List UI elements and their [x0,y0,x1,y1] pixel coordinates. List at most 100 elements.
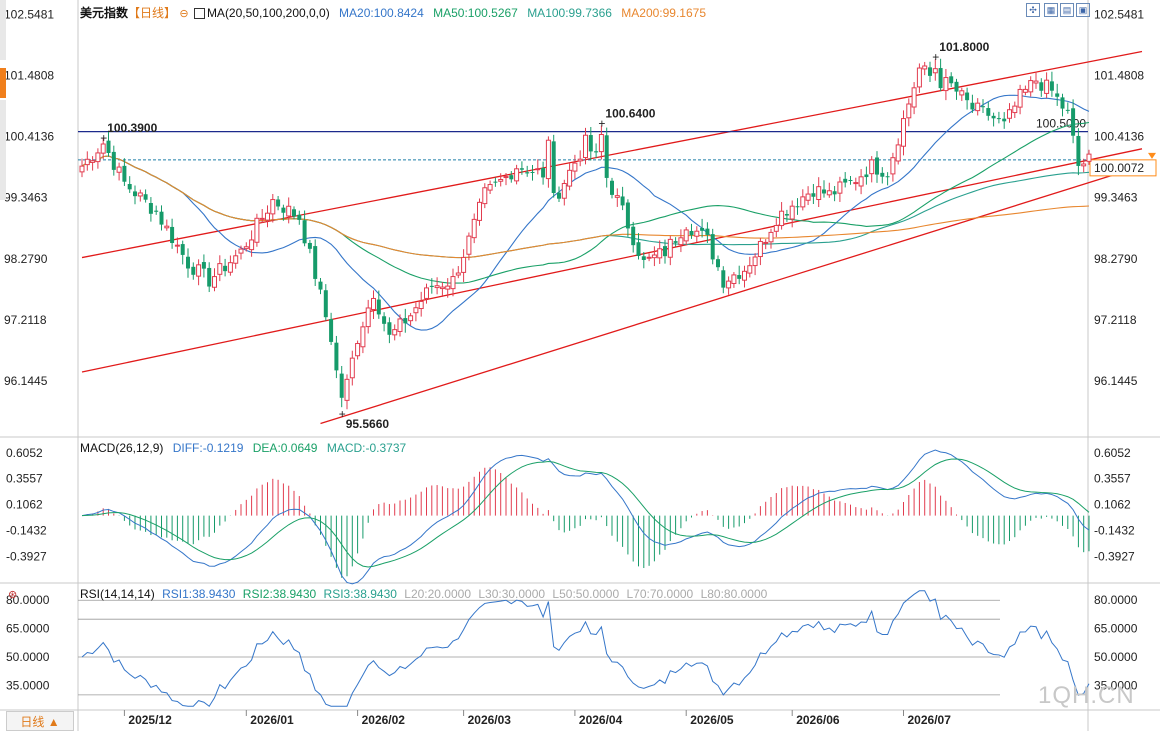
left-tab-active[interactable] [0,68,6,98]
candle-body-down [1060,97,1065,109]
candle-body-down [143,194,148,200]
candle-body-down [133,191,137,197]
candle-body-down [832,191,837,195]
macd-value: MACD:-0.3737 [326,441,407,455]
time-tick-label: 2026/03 [468,713,512,727]
candle-body-up [418,300,424,310]
candle-body-down [551,141,556,194]
price-tick-label-left: 100.4136 [4,130,54,144]
candle-body-up [439,286,445,290]
rsi-label[interactable]: RSI(14,14,14) [80,587,155,601]
candle-body-up [646,256,652,259]
candle-body-up [1012,105,1018,114]
price-tick-label-right: 99.3463 [1094,191,1138,205]
instrument-title: 美元指数 [80,6,129,20]
candle-body-down [843,178,848,183]
left-tab-strip[interactable] [0,0,6,60]
candle-body-up [816,186,822,201]
settings-icon[interactable]: ⊖ [179,8,189,20]
macd-tick-label-right: 0.3557 [1094,472,1131,486]
candle-body-down [122,165,127,182]
candle-body-down [705,228,710,235]
candle-body-up [726,280,732,289]
period-selector-button[interactable]: 日线 ▲ [6,711,74,731]
candle-body-up [498,178,504,182]
candle-body-up [667,238,673,258]
candle-body-down [339,373,344,398]
candle-body-down [1071,108,1076,136]
macd-tick-label-right: -0.1432 [1094,523,1135,537]
macd-tick-label-right: -0.3927 [1094,549,1135,563]
macd-label[interactable]: MACD(26,12,9) [80,441,164,455]
candle-body-down [387,322,392,335]
rsi-l20: L20:20.0000 [404,587,471,601]
candle-body-down [965,92,970,101]
crosshair-icon[interactable]: ✣ [1026,3,1040,17]
candle-body-down [154,210,159,212]
candle-body-down [541,167,546,178]
rsi-l30: L30:30.0000 [478,587,546,601]
candle-body-up [1028,80,1034,93]
candle-body-down [663,246,667,257]
candle-body-up [477,201,482,221]
rsi-l80: L80:80.0000 [700,587,768,601]
candle-body-up [906,103,912,119]
time-tick-label: 2026/02 [362,713,406,727]
candle-body-up [265,212,270,221]
candle-body-down [1055,93,1060,97]
candle-body-up [455,272,461,276]
candle-body-up [837,181,843,194]
candle-body-down [191,266,196,275]
candle-body-down [376,299,381,315]
indicator-icon[interactable] [193,8,205,20]
candle-body-up [1007,109,1012,119]
candle-body-up [694,230,700,237]
macd-tick-label-left: -0.1432 [6,523,47,537]
rsi-tick-label-right: 35.0000 [1094,678,1138,692]
period-tag[interactable]: 【日线】 [128,6,177,20]
channel-line-1 [81,148,1143,373]
candle-body-up [1086,153,1092,162]
candle-body-down [207,267,212,287]
macd-diff-line [81,449,1090,585]
candle-body-down [721,270,726,288]
candle-body-down [276,199,281,207]
left-tab-strip-lower[interactable] [0,100,6,200]
candle-body-down [737,275,742,279]
candle-body-up [355,343,361,357]
candle-body-up [869,159,875,175]
candle-body-up [116,166,122,173]
candle-body-up [227,262,233,273]
candle-body-down [996,118,1001,120]
candle-body-up [651,254,657,259]
rsi-settings-icon[interactable]: ⊛ [8,589,18,601]
candle-body-down [329,319,334,342]
candle-body-up [853,182,859,185]
macd-tick-label-right: 0.1062 [1094,498,1131,512]
candle-body-up [445,285,451,290]
candle-body-up [975,102,981,112]
candle-body-down [281,207,286,213]
watermark: 1QH.CN [1038,682,1135,709]
candle-body-down [631,226,636,246]
candle-body-up [137,192,143,197]
maximize-icon[interactable]: ▣ [1076,3,1090,17]
current-price-marker [1148,152,1156,159]
extreme-price-label: 100.3900 [107,121,157,135]
candle-body-down [223,265,228,272]
price-tick-label-left: 102.5481 [4,7,54,21]
ma-indicator-label[interactable]: MA(20,50,100,200,0,0) [206,6,330,20]
grid-icon[interactable]: ▦ [1044,3,1058,17]
candle-body-up [461,256,467,273]
channel-line-0 [81,50,1143,259]
candle-body-down [811,193,816,197]
candle-body-down [1002,118,1007,122]
candle-body-up [567,169,573,187]
layout-icon[interactable]: ▤ [1060,3,1074,17]
extreme-marker: + [100,131,107,145]
extreme-marker: + [598,117,605,131]
candle-body-up [84,158,90,166]
candle-body-up [360,326,366,348]
